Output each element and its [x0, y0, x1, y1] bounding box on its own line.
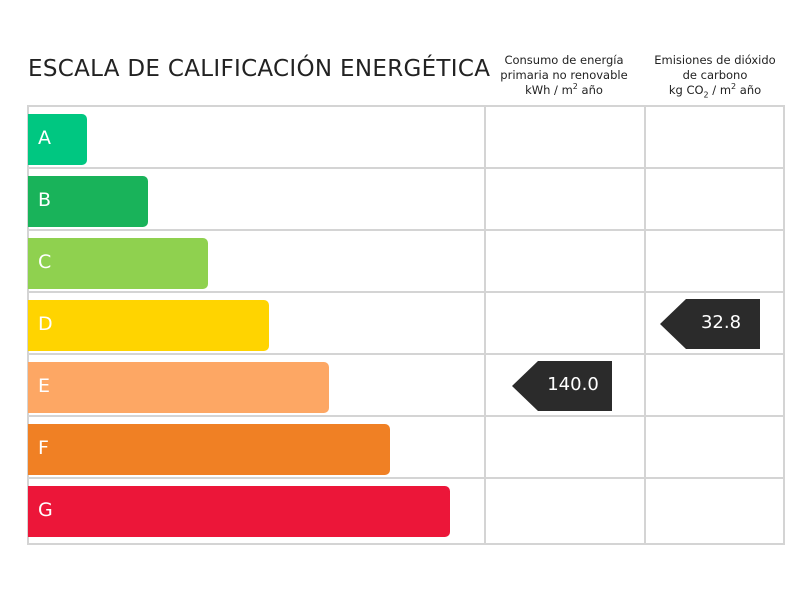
emisiones-column-header: Emisiones de dióxido de carbono kg CO2 /…: [645, 53, 785, 100]
grid-row-divider: [27, 291, 785, 293]
grid-divider-emisiones: [644, 105, 646, 545]
grid-divider-consumo: [484, 105, 486, 545]
rating-bar-d: D: [28, 300, 269, 351]
rating-letter: C: [38, 251, 52, 273]
rating-letter: A: [38, 127, 51, 149]
rating-bar-c: C: [28, 238, 208, 289]
grid-row-divider: [27, 229, 785, 231]
rating-letter: G: [38, 499, 53, 521]
rating-letter: B: [38, 189, 52, 211]
page-title: ESCALA DE CALIFICACIÓN ENERGÉTICA: [28, 56, 491, 82]
consumo-header-line2: primaria no renovable: [500, 68, 628, 82]
rating-bar-f: F: [28, 424, 390, 475]
rating-letter: F: [38, 437, 49, 459]
consumo-header-unit: kWh / m2 año: [525, 82, 603, 97]
consumo-header-line1: Consumo de energía: [504, 53, 624, 67]
grid-row-divider: [27, 167, 785, 169]
consumo-value: 140.0: [547, 374, 599, 395]
rating-bar-b: B: [28, 176, 148, 227]
emisiones-header-line2: de carbono: [682, 68, 748, 82]
rating-bar-a: A: [28, 114, 87, 165]
grid-row-divider: [27, 477, 785, 479]
consumo-column-header: Consumo de energía primaria no renovable…: [485, 53, 643, 98]
emisiones-header-unit: kg CO2 / m2 año: [668, 82, 762, 100]
grid-row-divider: [27, 353, 785, 355]
grid-row-divider: [27, 415, 785, 417]
rating-bar-g: G: [28, 486, 450, 537]
emisiones-tag-shape: [660, 299, 760, 349]
rating-letter: E: [38, 375, 51, 397]
rating-bar-e: E: [28, 362, 329, 413]
emisiones-value: 32.8: [700, 312, 742, 333]
rating-letter: D: [38, 313, 53, 335]
emisiones-header-line1: Emisiones de dióxido: [654, 53, 776, 67]
consumo-tag-shape: [512, 361, 612, 411]
